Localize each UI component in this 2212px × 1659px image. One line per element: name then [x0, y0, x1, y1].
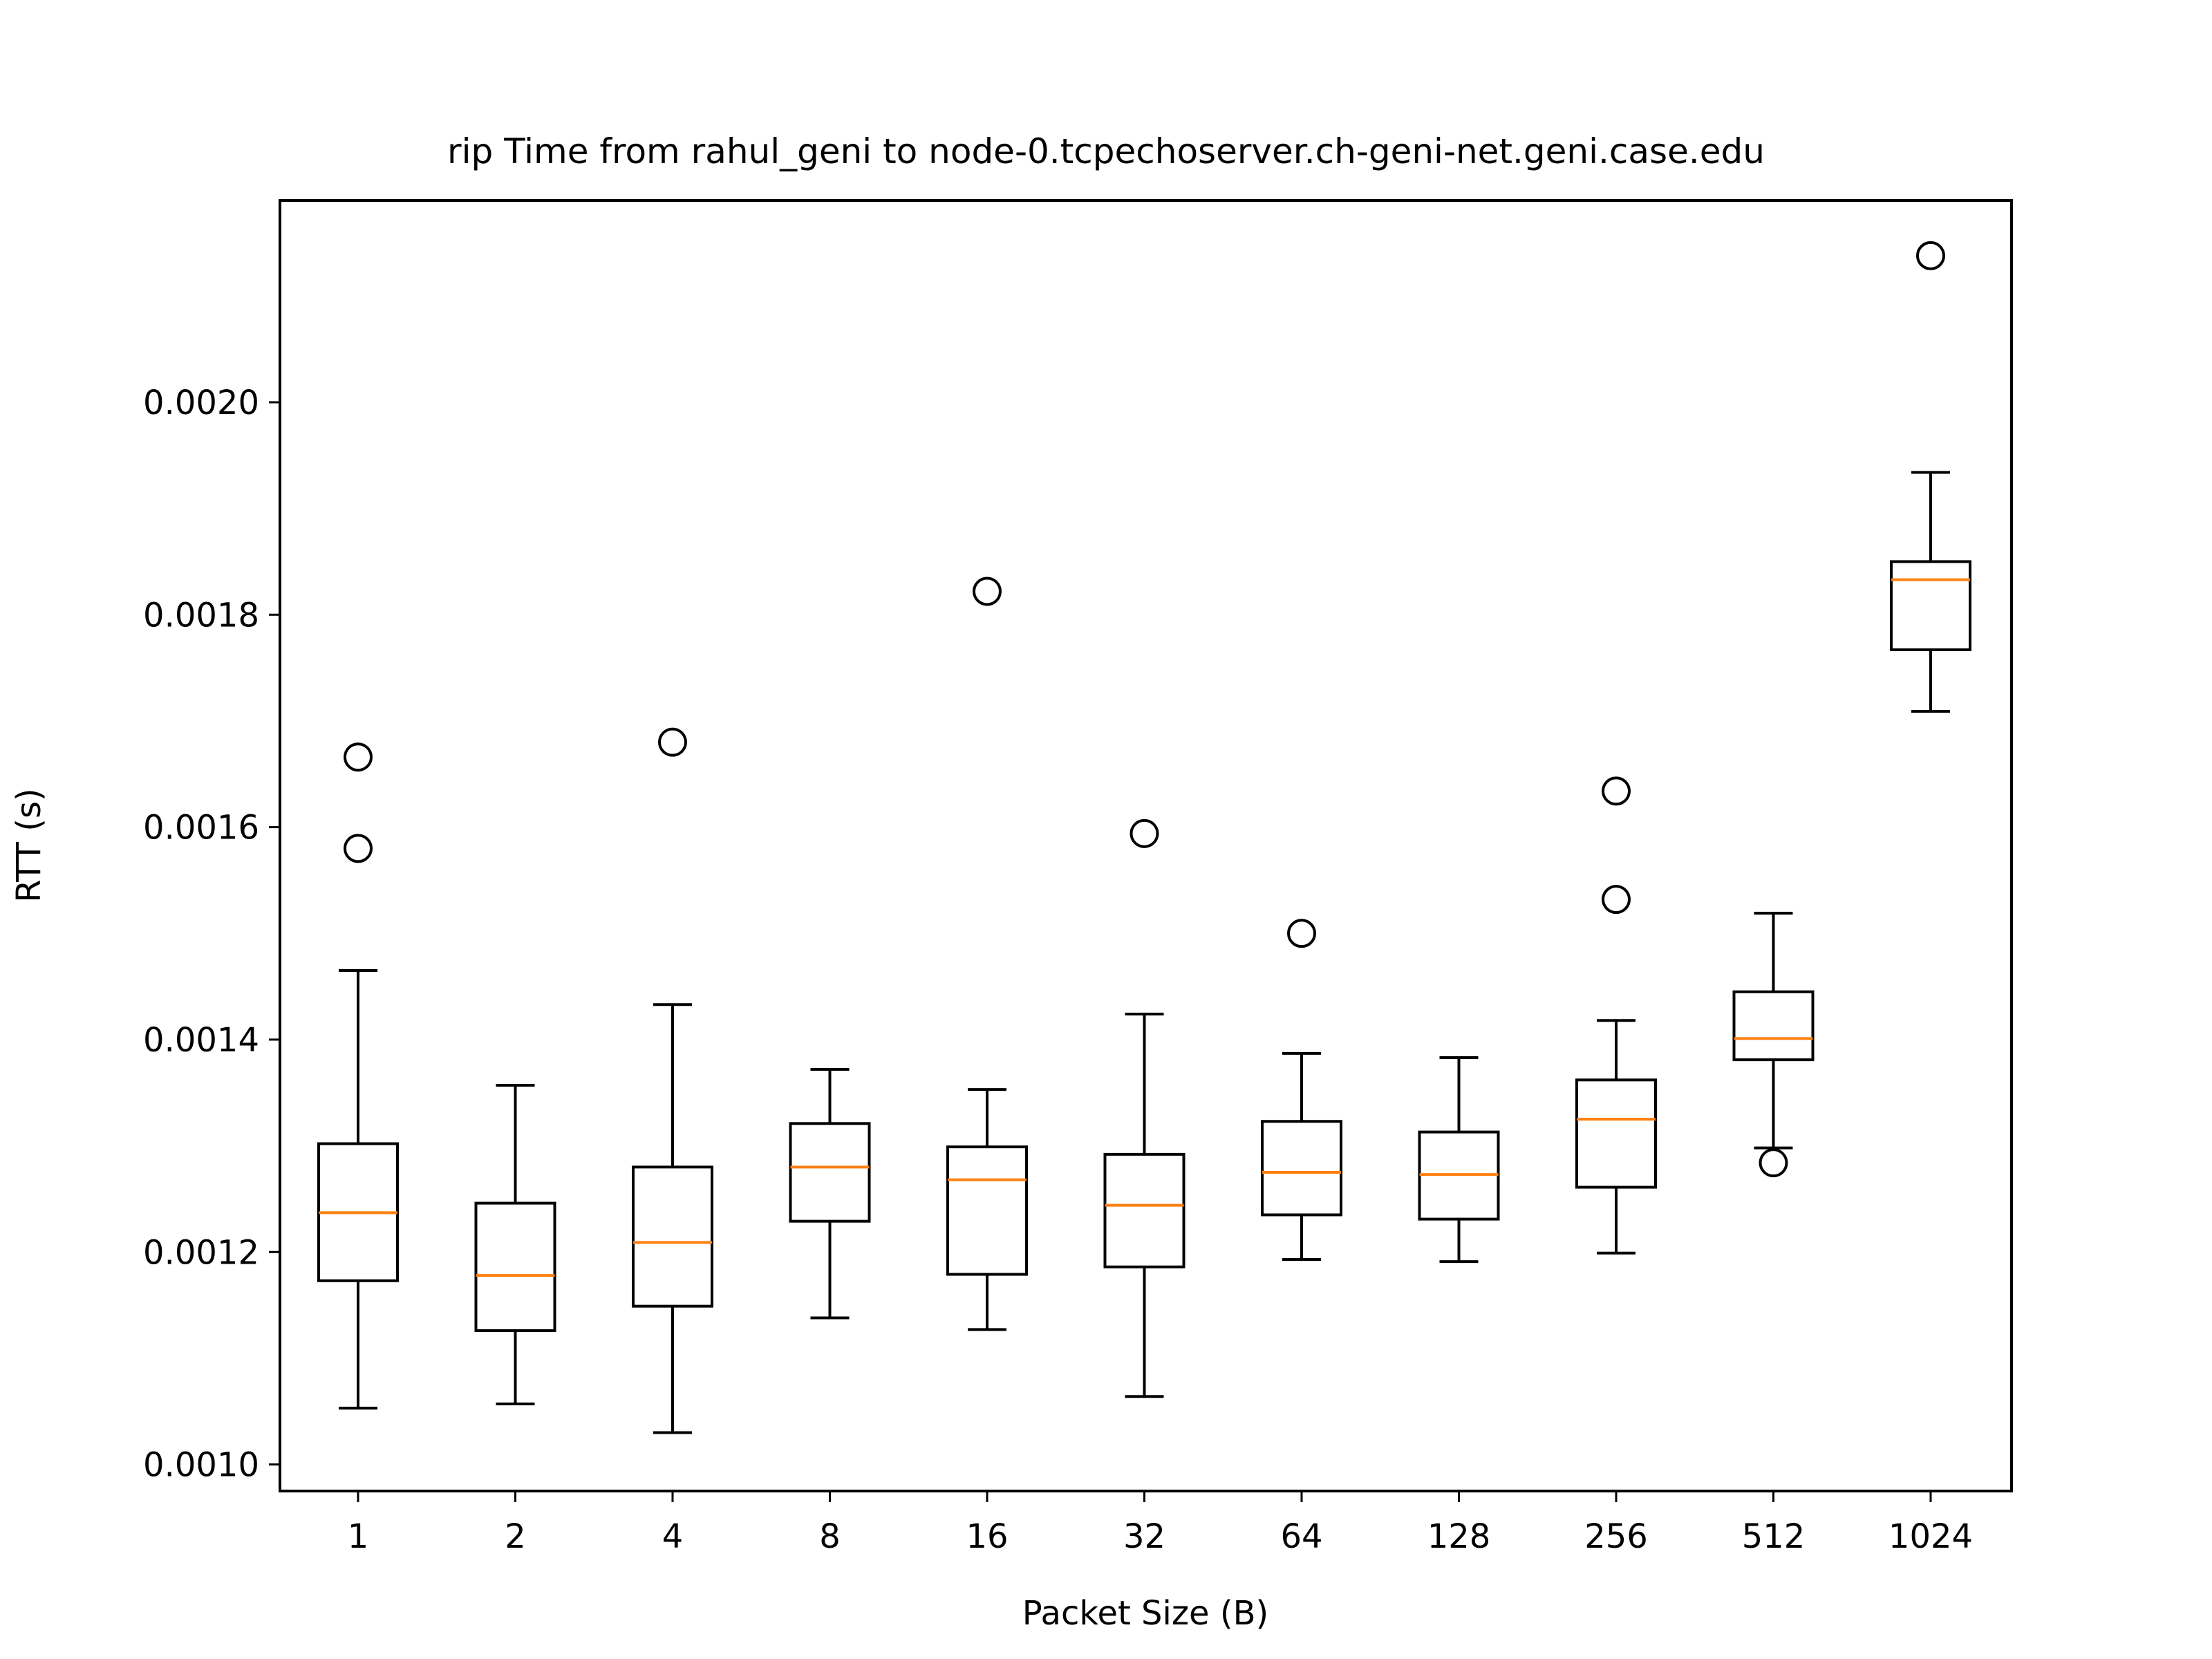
x-axis-label: Packet Size (B) — [1022, 1594, 1268, 1633]
x-tick-label: 8 — [819, 1517, 841, 1556]
y-tick-label: 0.0014 — [143, 1021, 259, 1060]
boxes — [317, 241, 1971, 1434]
box — [1732, 990, 1815, 1062]
x-tick-label: 4 — [662, 1517, 684, 1556]
box-group — [789, 1067, 871, 1320]
box — [1575, 1078, 1657, 1189]
x-axis-ticks: 1 2 4 8 16 32 64 128 256 512 1024 — [348, 1491, 1973, 1556]
outlier-point — [658, 727, 687, 757]
outlier-point — [973, 577, 1002, 606]
x-tick-label: 1024 — [1888, 1517, 1973, 1556]
x-tick-label: 2 — [505, 1517, 526, 1556]
outlier-point — [344, 742, 373, 772]
box — [1890, 560, 1971, 651]
x-tick-label: 256 — [1584, 1517, 1648, 1556]
outlier-point — [1759, 1148, 1788, 1178]
box-group — [1103, 818, 1185, 1398]
box — [946, 1145, 1028, 1276]
chart-title: rip Time from rahul_geni to node-0.tcpec… — [447, 131, 1765, 171]
outlier-point — [1916, 241, 1945, 270]
y-axis-ticks: 0.0010 0.0012 0.0014 0.0016 0.0018 0.0020 — [143, 384, 280, 1485]
x-tick-label: 64 — [1280, 1517, 1322, 1556]
x-tick-label: 32 — [1123, 1517, 1165, 1556]
x-tick-label: 16 — [966, 1517, 1008, 1556]
box — [632, 1165, 713, 1308]
box-group — [1261, 919, 1342, 1262]
outlier-point — [1602, 776, 1631, 806]
box-group — [946, 577, 1028, 1331]
box-group — [1575, 776, 1657, 1255]
box — [1261, 1120, 1342, 1217]
y-tick-label: 0.0010 — [143, 1446, 259, 1485]
y-tick-label: 0.0016 — [143, 809, 259, 847]
box-group — [1890, 241, 1971, 713]
box-group — [1418, 1056, 1500, 1264]
outlier-point — [1130, 818, 1159, 848]
outlier-point — [1287, 919, 1316, 948]
box — [1103, 1152, 1185, 1268]
y-tick-label: 0.0018 — [143, 596, 259, 635]
outlier-point — [344, 834, 373, 863]
y-axis-label: RTT (s) — [10, 788, 48, 902]
box-group — [317, 742, 399, 1410]
box — [474, 1201, 556, 1332]
outlier-point — [1602, 885, 1631, 915]
x-tick-label: 512 — [1742, 1517, 1806, 1556]
plot-frame — [279, 199, 2013, 1492]
x-tick-label: 128 — [1427, 1517, 1491, 1556]
x-tick-label: 1 — [348, 1517, 369, 1556]
box-group — [1732, 912, 1815, 1178]
box-group — [632, 727, 713, 1434]
box-group — [474, 1084, 556, 1405]
y-tick-label: 0.0012 — [143, 1233, 259, 1272]
y-tick-label: 0.0020 — [143, 384, 259, 422]
box — [789, 1122, 871, 1223]
